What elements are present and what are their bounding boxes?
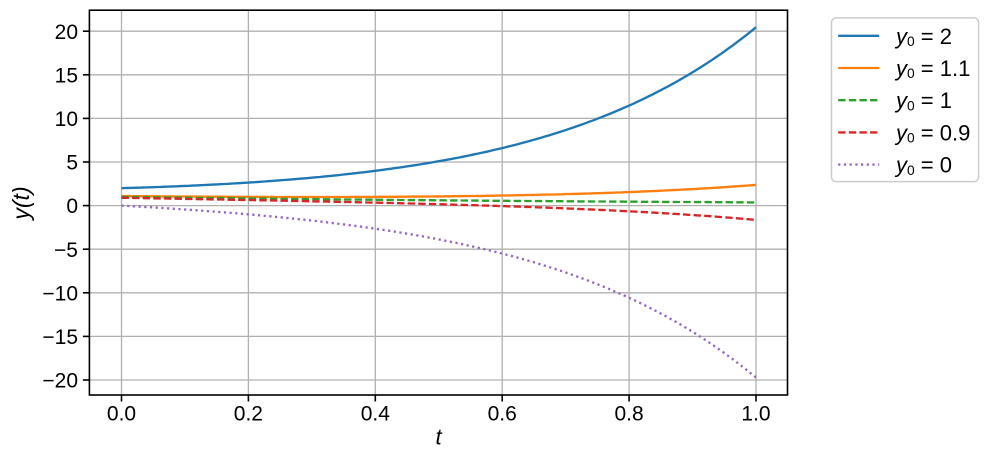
svg-text:−5: −5 [54,239,78,262]
svg-text:0.8: 0.8 [614,403,643,426]
svg-text:−10: −10 [42,282,78,305]
svg-text:10: 10 [55,108,78,131]
svg-text:y0 = 2: y0 = 2 [894,24,952,49]
svg-text:0: 0 [66,195,78,218]
svg-text:15: 15 [55,64,78,87]
svg-text:−15: −15 [42,326,78,349]
svg-text:−20: −20 [42,370,78,393]
svg-text:y0 = 0: y0 = 0 [894,153,952,178]
svg-text:y0 = 0.9: y0 = 0.9 [894,120,970,145]
svg-text:t: t [435,425,442,450]
svg-text:1.0: 1.0 [741,403,770,426]
svg-text:0.4: 0.4 [361,403,391,426]
svg-text:0.0: 0.0 [107,403,136,426]
svg-text:5: 5 [66,152,78,175]
svg-text:0.6: 0.6 [488,403,517,426]
svg-text:y0 = 1.1: y0 = 1.1 [894,56,970,81]
svg-text:y(t): y(t) [8,186,34,221]
svg-text:y0 = 1: y0 = 1 [894,88,952,113]
svg-text:0.2: 0.2 [234,403,263,426]
svg-text:20: 20 [55,21,78,44]
